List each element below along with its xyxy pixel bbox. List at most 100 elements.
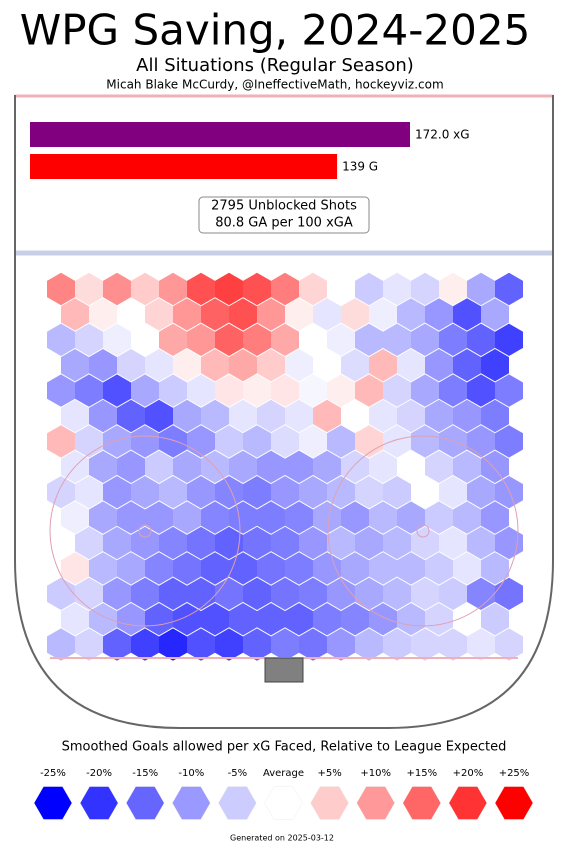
hex-cell bbox=[75, 526, 103, 560]
hex-cell bbox=[425, 450, 453, 483]
hex-cell bbox=[173, 450, 201, 483]
hex-cell bbox=[439, 476, 467, 509]
hex-cell bbox=[173, 501, 201, 534]
hex-cell bbox=[215, 577, 243, 610]
hex-cell bbox=[285, 349, 313, 382]
hex-cell bbox=[425, 298, 453, 331]
hex-cell bbox=[75, 628, 103, 661]
hex-cell bbox=[313, 298, 341, 331]
hex-cell bbox=[103, 577, 131, 610]
hex-cell bbox=[341, 399, 369, 433]
legend-swatch bbox=[402, 786, 442, 820]
hex-cell bbox=[411, 476, 439, 509]
hex-cell bbox=[229, 450, 257, 483]
credit: Micah Blake McCurdy, @IneffectiveMath, h… bbox=[106, 78, 443, 92]
hex-cell bbox=[117, 450, 145, 483]
hex-cell bbox=[481, 552, 509, 585]
faceoff-circle bbox=[327, 435, 519, 627]
boards bbox=[14, 95, 554, 729]
hex-cell bbox=[383, 526, 411, 560]
hex-cell bbox=[453, 349, 481, 382]
legend-swatch bbox=[448, 786, 488, 820]
hex-cell bbox=[327, 374, 355, 407]
hex-cell bbox=[383, 577, 411, 610]
hex-cell bbox=[327, 272, 355, 306]
hex-cell bbox=[341, 298, 369, 331]
hex-cell bbox=[467, 374, 495, 407]
hex-cell bbox=[355, 323, 383, 356]
hex-cell bbox=[313, 450, 341, 483]
faceoff-circle bbox=[49, 435, 241, 627]
hex-cell bbox=[285, 603, 313, 636]
hex-cell bbox=[397, 603, 425, 636]
hex-cell bbox=[61, 399, 89, 433]
hex-cell bbox=[243, 526, 271, 560]
hex-cell bbox=[229, 552, 257, 585]
hex-cell bbox=[243, 323, 271, 356]
bar-label: 139 G bbox=[342, 160, 378, 174]
legend-swatch bbox=[172, 786, 211, 820]
hex-cell bbox=[425, 349, 453, 382]
hex-cell bbox=[75, 374, 103, 407]
hex-cell bbox=[215, 628, 243, 661]
hex-cell bbox=[271, 425, 299, 458]
hex-cell bbox=[159, 425, 187, 458]
hex-cell bbox=[271, 476, 299, 509]
hex-cell bbox=[229, 349, 257, 382]
hex-cell bbox=[327, 476, 355, 509]
hex-cell bbox=[117, 298, 145, 331]
hex-cell bbox=[215, 323, 243, 356]
hex-cell bbox=[439, 577, 467, 610]
hex-cell bbox=[299, 577, 327, 610]
legend-label: +5% bbox=[317, 768, 341, 779]
hex-cell bbox=[453, 450, 481, 483]
legend-label: -15% bbox=[132, 768, 158, 779]
hex-cell bbox=[229, 501, 257, 534]
hex-cell bbox=[355, 526, 383, 560]
hex-cell bbox=[453, 399, 481, 433]
hex-cell bbox=[89, 399, 117, 433]
hex-cell bbox=[159, 628, 187, 661]
hex-cell bbox=[439, 425, 467, 458]
legend-label: -20% bbox=[86, 768, 112, 779]
hex-cell bbox=[145, 603, 173, 636]
chart-subtitle: All Situations (Regular Season) bbox=[136, 55, 414, 76]
hex-cell bbox=[61, 552, 89, 585]
hex-cell bbox=[495, 476, 523, 509]
hex-cell bbox=[173, 399, 201, 433]
hex-cell bbox=[103, 374, 131, 407]
hex-cell bbox=[369, 603, 397, 636]
hex-cell bbox=[355, 272, 383, 306]
hex-cell bbox=[215, 272, 243, 306]
hex-cell bbox=[341, 501, 369, 534]
hex-cell bbox=[495, 374, 523, 407]
hex-cell bbox=[467, 425, 495, 458]
hex-cell bbox=[257, 399, 285, 433]
summary-text: 80.8 GA per 100 xGA bbox=[215, 216, 353, 231]
hex-cell bbox=[117, 501, 145, 534]
hex-cell bbox=[383, 425, 411, 458]
hex-cell bbox=[369, 298, 397, 331]
hex-cell bbox=[355, 628, 383, 661]
hex-cell bbox=[383, 272, 411, 306]
hex-cell bbox=[229, 298, 257, 331]
hex-cell bbox=[201, 399, 229, 433]
hex-cell bbox=[467, 628, 495, 661]
hex-cell bbox=[103, 628, 131, 661]
legend-swatch bbox=[33, 786, 73, 820]
hex-cell bbox=[481, 603, 509, 636]
hex-cell bbox=[159, 476, 187, 509]
hex-cell bbox=[271, 272, 299, 306]
hex-cell bbox=[187, 577, 215, 610]
hex-cell bbox=[299, 374, 327, 407]
hex-cell bbox=[173, 552, 201, 585]
hex-cell bbox=[131, 577, 159, 610]
hex-cell bbox=[103, 323, 131, 356]
hex-cell bbox=[481, 298, 509, 331]
hex-cell bbox=[481, 399, 509, 433]
hex-cell bbox=[271, 526, 299, 560]
goal-net bbox=[264, 657, 304, 683]
hex-cell bbox=[131, 628, 159, 661]
hex-cell bbox=[89, 603, 117, 636]
hex-cell bbox=[439, 323, 467, 356]
